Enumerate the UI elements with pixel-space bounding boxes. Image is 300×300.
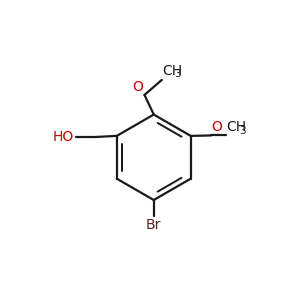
Text: 3: 3 xyxy=(239,126,246,136)
Text: O: O xyxy=(212,120,222,134)
Text: Br: Br xyxy=(146,218,161,232)
Text: HO: HO xyxy=(53,130,74,144)
Text: O: O xyxy=(133,80,143,94)
Text: CH: CH xyxy=(226,120,247,134)
Text: CH: CH xyxy=(162,64,182,78)
Text: 3: 3 xyxy=(175,69,181,80)
